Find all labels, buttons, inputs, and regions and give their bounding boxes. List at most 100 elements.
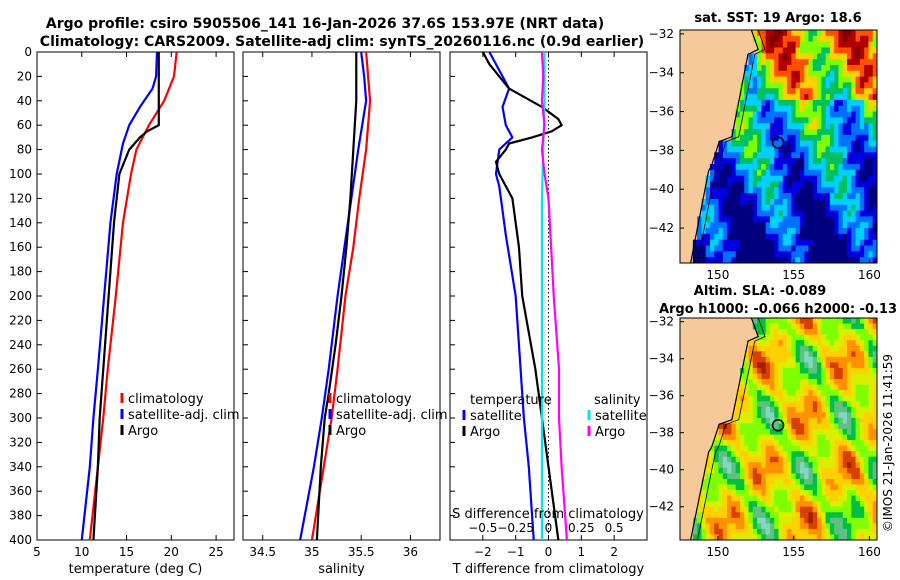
- map-cell: [834, 47, 839, 54]
- map-cell: [829, 478, 835, 485]
- map-cell: [829, 64, 835, 72]
- map-cell: [718, 169, 724, 177]
- map-cell: [705, 495, 711, 502]
- legend-label: Argo: [336, 424, 366, 439]
- map-cell: [787, 222, 792, 229]
- map-cell: [808, 129, 814, 136]
- map-cell: [864, 181, 869, 188]
- map-cell: [782, 105, 788, 112]
- map-cell: [872, 105, 877, 112]
- map-cell: [834, 99, 839, 107]
- map-cell: [782, 412, 788, 419]
- map-cell: [735, 473, 741, 480]
- map-cell: [697, 239, 702, 246]
- map-cell: [817, 169, 822, 177]
- map-cell: [868, 345, 874, 352]
- map-cell: [872, 169, 877, 177]
- map-cell: [868, 35, 874, 43]
- map-cell: [787, 367, 792, 374]
- map-cell: [868, 534, 874, 540]
- map-cell: [838, 534, 844, 540]
- map-cell: [838, 175, 844, 182]
- map-cell: [765, 187, 771, 194]
- map-cell: [851, 94, 856, 101]
- map-cell: [851, 158, 856, 165]
- map-cell: [761, 163, 767, 171]
- map-cell: [868, 384, 874, 391]
- map-cell: [821, 423, 827, 430]
- map-cell: [752, 53, 758, 60]
- map-cell: [859, 329, 865, 336]
- map-cell: [739, 163, 745, 171]
- map-cell: [714, 233, 719, 241]
- map-cell: [834, 228, 839, 235]
- map-cell: [795, 251, 801, 258]
- map-cell: [808, 175, 814, 182]
- map-cell: [752, 193, 758, 200]
- map-cell: [855, 484, 861, 491]
- map-cell: [855, 53, 861, 60]
- map-cell: [757, 146, 762, 153]
- map-cell: [774, 423, 779, 430]
- map-cell: [825, 129, 831, 136]
- map-cell: [744, 181, 749, 188]
- map-cell: [859, 401, 865, 408]
- map-cell: [782, 384, 788, 391]
- map-cell: [769, 356, 775, 363]
- map-cell: [769, 373, 775, 380]
- series-line-t-argo: [481, 51, 563, 541]
- map-cell: [855, 41, 861, 48]
- map-cell: [744, 534, 749, 540]
- map-cell: [761, 523, 767, 530]
- map-cell: [795, 373, 801, 380]
- map-cell: [705, 467, 711, 474]
- map-cell: [817, 373, 822, 380]
- map-cell: [842, 59, 848, 66]
- map-cell: [812, 245, 818, 252]
- map-cell: [778, 175, 784, 182]
- series-line-argo: [92, 52, 160, 541]
- map-cell: [799, 451, 805, 458]
- map-cell: [872, 94, 877, 101]
- map-cell: [795, 318, 801, 324]
- map-cell: [761, 76, 767, 83]
- map-cell: [799, 440, 805, 447]
- map-cell: [765, 59, 771, 66]
- map-cell: [804, 495, 809, 502]
- map-cell: [757, 105, 762, 112]
- map-cell: [774, 129, 779, 136]
- map-cell: [787, 169, 792, 177]
- map-cell: [799, 395, 805, 402]
- map-cell: [859, 445, 865, 452]
- map-cell: [799, 356, 805, 363]
- map-cell: [765, 340, 771, 347]
- map-cell: [829, 216, 835, 223]
- map-cell: [791, 158, 797, 165]
- map-cell: [774, 53, 779, 60]
- map-cell: [718, 423, 724, 430]
- map-cell: [855, 379, 861, 385]
- map-cell: [868, 163, 874, 171]
- map-cell: [864, 204, 869, 211]
- map-cell: [752, 181, 758, 188]
- map-cell: [842, 30, 848, 37]
- map-cell: [855, 204, 861, 211]
- x-tick-label: 0: [545, 545, 553, 559]
- map-cell: [829, 53, 835, 60]
- legend-label: climatology: [128, 392, 204, 407]
- map-cell: [748, 417, 754, 424]
- map-cell: [872, 334, 877, 341]
- map-cell: [692, 257, 698, 263]
- map-cell: [757, 340, 762, 347]
- map-cell: [774, 501, 779, 508]
- x-tick-label: 35: [304, 545, 319, 559]
- map-cell: [714, 198, 719, 206]
- map-cell: [739, 473, 745, 480]
- map-cell: [834, 41, 839, 48]
- map-cell: [752, 257, 758, 263]
- map-cell: [872, 175, 877, 182]
- map-cell: [804, 59, 809, 66]
- map-cell: [821, 123, 827, 130]
- map-cell: [859, 462, 865, 469]
- map-cell: [829, 76, 835, 83]
